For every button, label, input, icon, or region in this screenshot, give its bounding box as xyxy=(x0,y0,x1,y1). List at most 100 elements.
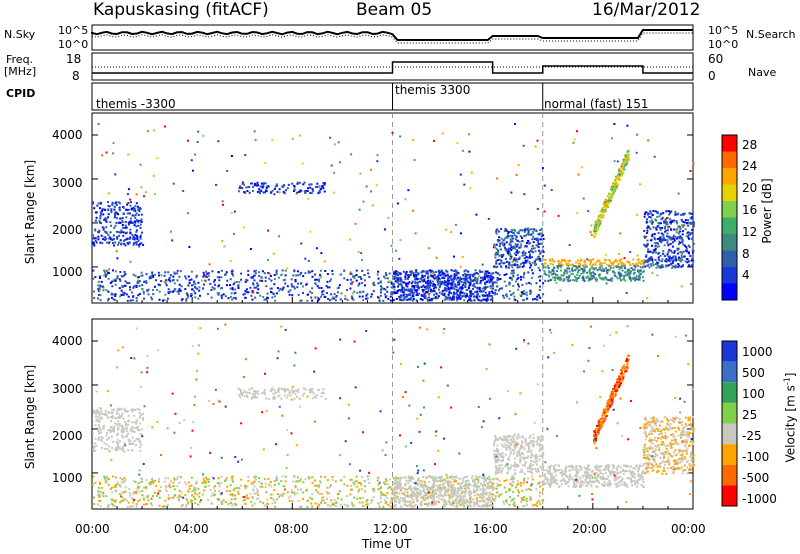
echo xyxy=(229,284,231,287)
echo xyxy=(391,275,394,278)
echo xyxy=(448,298,451,301)
echo xyxy=(131,497,134,500)
echo xyxy=(170,230,172,233)
echo xyxy=(531,475,533,478)
echo xyxy=(538,481,541,484)
echo xyxy=(518,265,521,268)
echo xyxy=(303,181,306,184)
echo xyxy=(665,229,668,232)
echo xyxy=(582,197,585,200)
echo xyxy=(432,483,435,486)
echo xyxy=(404,499,407,502)
echo xyxy=(433,290,436,293)
echo xyxy=(680,213,683,216)
echo xyxy=(93,244,96,247)
echo xyxy=(590,261,592,264)
echo xyxy=(131,291,134,294)
echo xyxy=(550,189,553,191)
echo xyxy=(478,286,481,289)
echo xyxy=(406,285,409,288)
echo xyxy=(246,497,249,500)
echo xyxy=(409,478,412,480)
echo xyxy=(414,278,417,281)
echo xyxy=(679,251,682,253)
echo xyxy=(361,501,364,504)
echo xyxy=(443,283,446,286)
echo xyxy=(323,182,326,185)
echo xyxy=(298,181,301,184)
echo xyxy=(509,257,512,260)
echo xyxy=(128,241,131,244)
echo xyxy=(203,274,206,276)
echo xyxy=(110,280,113,283)
echo xyxy=(448,275,451,278)
echo xyxy=(461,486,464,489)
echo xyxy=(213,280,215,283)
echo xyxy=(99,293,102,296)
echo xyxy=(173,288,176,291)
echo xyxy=(233,487,236,490)
echo xyxy=(488,494,491,497)
echo xyxy=(231,298,234,301)
echo xyxy=(519,263,522,265)
echo xyxy=(446,500,449,503)
echo xyxy=(399,277,402,280)
echo xyxy=(536,298,539,301)
echo xyxy=(518,285,520,288)
echo xyxy=(234,497,237,500)
echo xyxy=(300,271,303,274)
echo xyxy=(123,273,126,276)
echo xyxy=(490,493,493,496)
echo xyxy=(495,243,498,246)
echo xyxy=(249,248,252,250)
echo xyxy=(396,278,399,281)
echo xyxy=(484,283,487,286)
echo xyxy=(496,177,499,180)
echo xyxy=(597,216,600,219)
echo xyxy=(152,174,155,177)
echo xyxy=(681,224,684,227)
echo xyxy=(420,480,423,483)
echo xyxy=(677,252,680,255)
echo xyxy=(493,455,496,458)
echo xyxy=(390,498,393,501)
echo xyxy=(366,475,369,478)
echo xyxy=(102,495,105,498)
echo xyxy=(426,286,429,289)
echo xyxy=(520,497,523,500)
echo xyxy=(568,270,571,273)
echo xyxy=(675,259,677,262)
echo xyxy=(535,258,538,261)
echo xyxy=(482,496,484,499)
echo xyxy=(107,298,110,301)
echo xyxy=(98,275,101,278)
echo xyxy=(665,260,668,263)
echo xyxy=(674,264,677,267)
vel-ytick-4000: 4000 xyxy=(52,334,83,348)
echo xyxy=(407,479,410,482)
echo xyxy=(551,258,554,261)
echo xyxy=(476,500,479,503)
echo xyxy=(572,265,575,267)
echo xyxy=(619,279,622,282)
echo xyxy=(405,494,408,497)
echo xyxy=(464,296,467,299)
echo xyxy=(386,496,389,499)
echo xyxy=(397,285,399,288)
echo xyxy=(481,287,484,290)
echo xyxy=(524,228,527,231)
echo xyxy=(647,248,650,251)
echo xyxy=(389,295,392,298)
echo xyxy=(317,505,320,508)
echo xyxy=(393,277,396,280)
colorbar-segment-0 xyxy=(722,135,737,152)
echo xyxy=(178,481,181,484)
echo xyxy=(675,230,678,233)
echo xyxy=(250,294,253,297)
echo xyxy=(107,233,110,236)
echo xyxy=(450,284,453,287)
echo xyxy=(495,487,498,490)
echo xyxy=(340,498,343,501)
echo xyxy=(524,259,527,262)
colorbar-segment-0 xyxy=(722,267,737,284)
